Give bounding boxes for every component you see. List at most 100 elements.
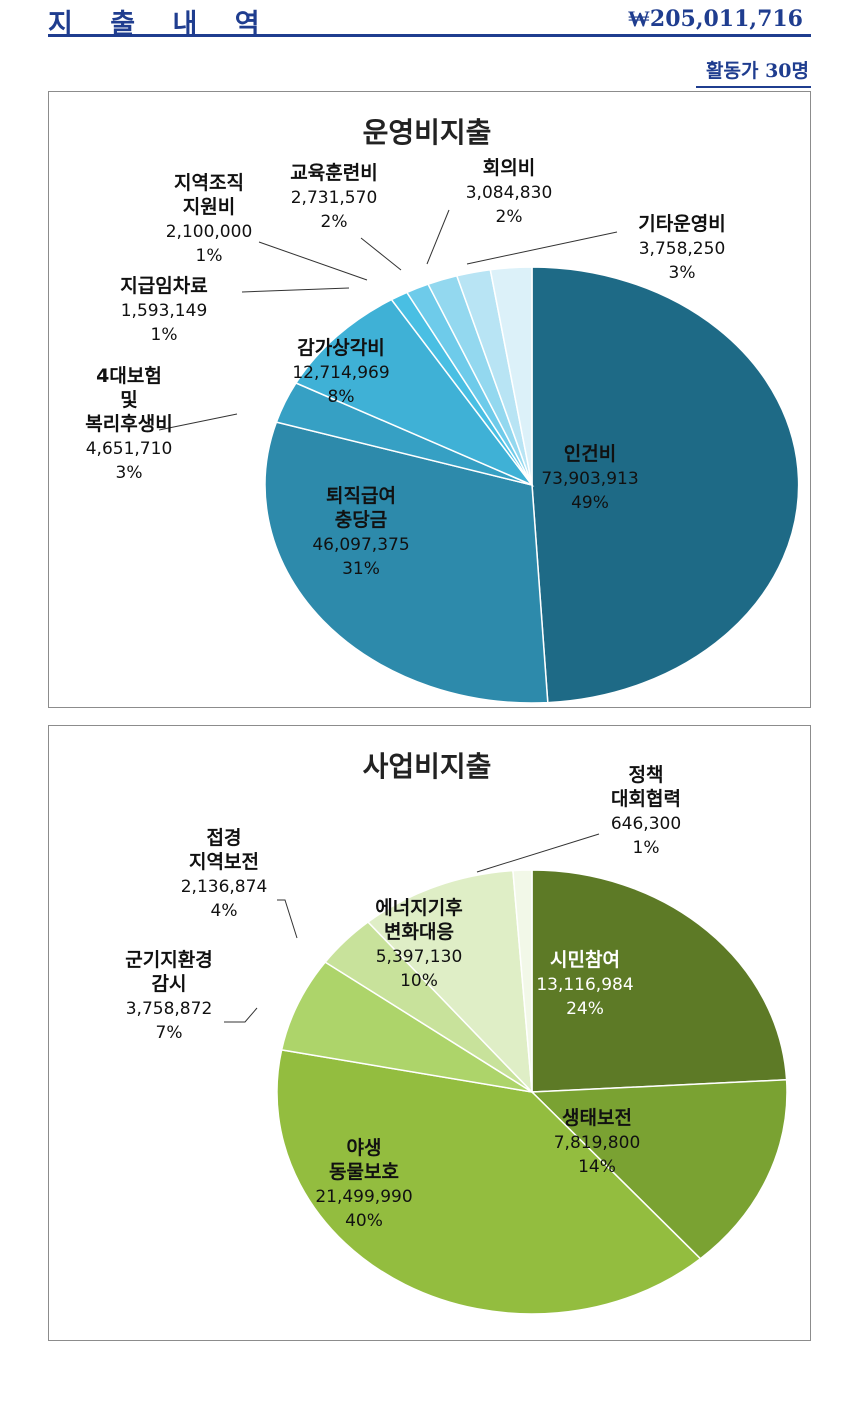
pie-slice-2 [276,1049,702,1315]
slice-name: 군기지환경 [125,949,212,971]
slice-value: 12,714,969 [292,363,389,383]
slice-name: 인건비 [564,443,616,465]
slice-value: 646,300 [611,814,681,834]
slice-percent: 49% [571,493,609,513]
slice-label-0: 인건비 73,903,913 49% [541,443,638,513]
slice-value: 2,731,570 [291,188,378,208]
staff-count: 활동가 30명 [696,56,811,88]
pie-slice-6 [512,869,533,1093]
slice-percent: 1% [151,325,178,345]
slice-name: 지역보전 [189,851,259,873]
slice-value: 73,903,913 [541,469,638,489]
slice-value: 13,116,984 [536,975,633,995]
slice-percent: 8% [328,387,355,407]
slice-value: 2,100,000 [166,222,253,242]
slice-percent: 2% [496,207,523,227]
slice-name: 복리후생비 [85,413,172,435]
slice-name: 지원비 [183,196,235,218]
slice-value: 3,758,250 [639,239,726,259]
slice-label-4: 지급임차료 1,593,149 1% [120,275,207,345]
leader-line-6 [476,833,600,873]
pie-slice-0 [531,266,800,704]
slice-name: 에너지기후 [375,897,462,919]
leader-line-5 [258,241,368,281]
slice-percent: 24% [566,999,604,1019]
leader-line-6 [360,237,402,271]
pie-slice-0 [531,869,788,1093]
slice-label-7: 회의비 3,084,830 2% [466,157,553,227]
operating-expense-chart-panel: 운영비지출 인건비 73,903,913 49% 퇴직급여 충당금 46,097,375 3… [48,91,811,708]
slice-percent: 3% [116,463,143,483]
leader-line-8 [466,231,618,265]
leader-line-3 [224,1007,258,1023]
slice-name: 충당금 [335,509,387,531]
slice-percent: 14% [578,1157,616,1177]
leader-line-4 [277,899,298,939]
slice-name: 생태보전 [562,1107,632,1129]
slice-name: 4대보험 [96,365,162,387]
slice-percent: 3% [669,263,696,283]
slice-percent: 2% [321,212,348,232]
slice-value: 1,593,149 [121,301,208,321]
slice-name: 감가상각비 [297,337,384,359]
slice-label-1: 생태보전 7,819,800 14% [554,1107,641,1177]
slice-value: 3,084,830 [466,183,553,203]
slice-name: 야생 [347,1137,382,1159]
project-expense-chart-panel: 사업비지출 시민참여 13,116,984 24% 생태보전 7,819,800 14% 야… [48,725,811,1341]
slice-name: 접경 [207,827,242,849]
leader-line-7 [426,209,450,265]
total-amount: ₩205,011,716 [627,6,803,32]
pie-slice-3 [294,298,535,487]
slice-value: 21,499,990 [315,1187,412,1207]
slice-value: 5,397,130 [376,947,463,967]
slice-name: 지급임차료 [120,275,207,297]
pie-slice-3 [280,961,533,1093]
slice-label-0: 시민참여 13,116,984 24% [536,949,633,1019]
slice-percent: 31% [342,559,380,579]
pie-slice-1 [264,421,549,704]
leader-line-4 [241,287,350,293]
slice-name: 및 [120,389,137,411]
slice-percent: 1% [196,246,223,266]
slice-label-8: 기타운영비 3,758,250 3% [638,213,725,283]
pie-slice-1 [530,1079,788,1260]
slice-percent: 40% [345,1211,383,1231]
chart-title: 운영비지출 [363,116,492,149]
slice-value: 3,758,872 [126,999,213,1019]
slice-name: 기타운영비 [638,213,725,235]
slice-name: 감시 [152,973,187,995]
slice-percent: 7% [156,1023,183,1043]
slice-name: 대회협력 [611,788,681,810]
slice-value: 46,097,375 [312,535,409,555]
slice-name: 시민참여 [550,949,620,971]
slice-name: 회의비 [483,157,535,179]
slice-percent: 1% [633,838,660,858]
slice-name: 정책 [629,764,664,786]
slice-label-6: 교육훈련비 2,731,570 2% [290,161,377,232]
header-bar: 지 출 내 역 ₩205,011,716 [48,0,811,40]
slice-name: 퇴직급여 [326,485,396,507]
slice-value: 4,651,710 [86,439,173,459]
chart-title: 사업비지출 [363,750,492,783]
slice-percent: 4% [211,901,238,921]
slice-value: 2,136,874 [181,877,268,897]
project-expense-pie-chart: 사업비지출 시민참여 13,116,984 24% 생태보전 7,819,800 14% 야… [125,750,788,1315]
leader-line-2 [158,413,238,431]
page-title: 지 출 내 역 [48,9,274,40]
pie-slice-5 [366,869,533,1095]
slice-name: 동물보호 [329,1161,399,1183]
pie-slice-8 [489,266,533,486]
slice-name: 지역조직 [174,172,244,194]
slice-label-3: 감가상각비 12,714,969 8% [292,337,389,407]
slice-percent: 10% [400,971,438,991]
slice-value: 7,819,800 [554,1133,641,1153]
